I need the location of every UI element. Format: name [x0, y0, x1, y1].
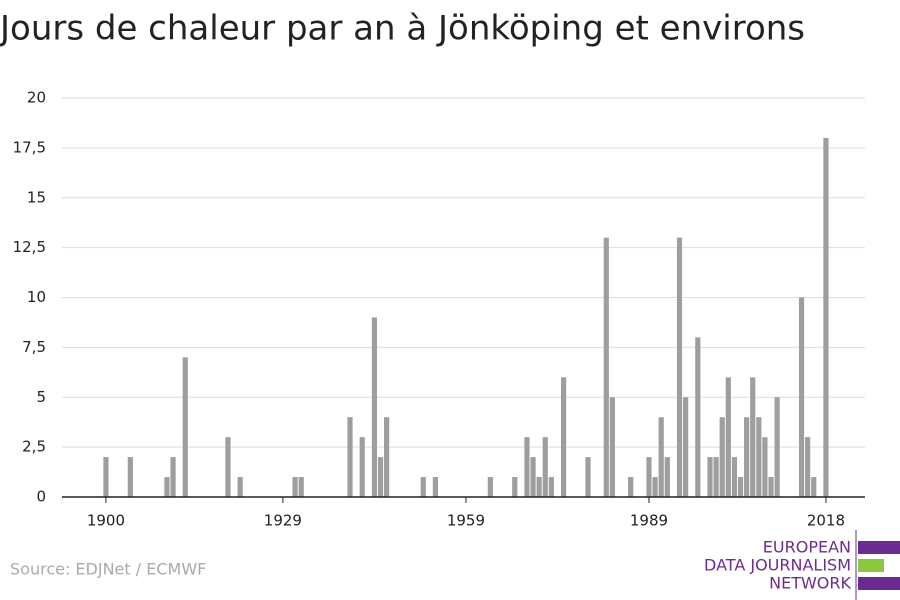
- bar: [182, 357, 188, 497]
- y-tick-label: 17,5: [13, 138, 46, 156]
- y-tick-label: 0: [36, 488, 46, 506]
- y-tick-label: 12,5: [13, 238, 46, 256]
- source: Source: EDJNet / ECMWF: [10, 560, 206, 579]
- x-tick-label: 1989: [630, 512, 668, 530]
- bar: [420, 477, 426, 497]
- bar: [164, 477, 170, 497]
- bar: [713, 457, 719, 497]
- y-tick-label: 7,5: [22, 338, 46, 356]
- bar: [676, 237, 683, 497]
- y-tick-label: 20: [27, 89, 46, 107]
- bar: [225, 437, 231, 497]
- bar: [103, 457, 109, 497]
- logo-bar: [858, 541, 900, 554]
- bar: [744, 417, 750, 497]
- y-tick-label: 2,5: [22, 438, 46, 456]
- x-tick-label: 1900: [87, 512, 125, 530]
- bar: [536, 477, 542, 497]
- bar: [512, 477, 518, 497]
- x-tick-label: 1959: [447, 512, 485, 530]
- x-tick-label: 1929: [264, 512, 302, 530]
- bar: [646, 457, 652, 497]
- bar: [823, 137, 829, 497]
- bar: [774, 397, 780, 497]
- y-tick-label: 15: [27, 188, 46, 206]
- bar: [548, 477, 554, 497]
- bar: [524, 437, 530, 497]
- bar: [725, 377, 731, 497]
- bar: [762, 437, 768, 497]
- bar: [237, 477, 243, 497]
- bar: [719, 417, 725, 497]
- bar: [347, 417, 353, 497]
- bar: [170, 457, 176, 497]
- y-tick-label: 10: [27, 288, 46, 306]
- bar: [768, 477, 774, 497]
- logo-text: NETWORK: [769, 574, 851, 593]
- bar: [658, 417, 664, 497]
- y-tick-label: 5: [36, 388, 46, 406]
- logo-text: EUROPEAN: [763, 538, 851, 557]
- bar: [811, 477, 817, 497]
- bar: [695, 337, 701, 497]
- bar: [298, 477, 304, 497]
- bar: [628, 477, 634, 497]
- logo-text: DATA JOURNALISM: [704, 556, 851, 575]
- bar: [683, 397, 689, 497]
- bar: [707, 457, 713, 497]
- bar: [756, 417, 762, 497]
- bar: [609, 397, 615, 497]
- bar: [805, 437, 811, 497]
- bar: [432, 477, 439, 497]
- bar: [530, 457, 536, 497]
- bar: [292, 477, 298, 497]
- bar: [359, 437, 365, 497]
- logo-bar: [858, 559, 884, 572]
- bar: [127, 457, 133, 497]
- bar: [737, 477, 744, 497]
- logo-bar: [858, 577, 900, 590]
- bar: [731, 457, 738, 497]
- bar: [652, 477, 658, 497]
- bar: [585, 457, 591, 497]
- x-tick-label: 2018: [807, 512, 845, 530]
- chart-title: Jours de chaleur par an à Jönköping et e…: [0, 9, 805, 49]
- bar: [603, 237, 609, 497]
- bar: [377, 457, 384, 497]
- bar: [371, 317, 378, 497]
- bar: [798, 297, 805, 497]
- bar: [560, 377, 567, 497]
- bar: [750, 377, 756, 497]
- bar: [542, 437, 548, 497]
- bar: [384, 417, 390, 497]
- bar: [664, 457, 670, 497]
- bar: [487, 477, 493, 497]
